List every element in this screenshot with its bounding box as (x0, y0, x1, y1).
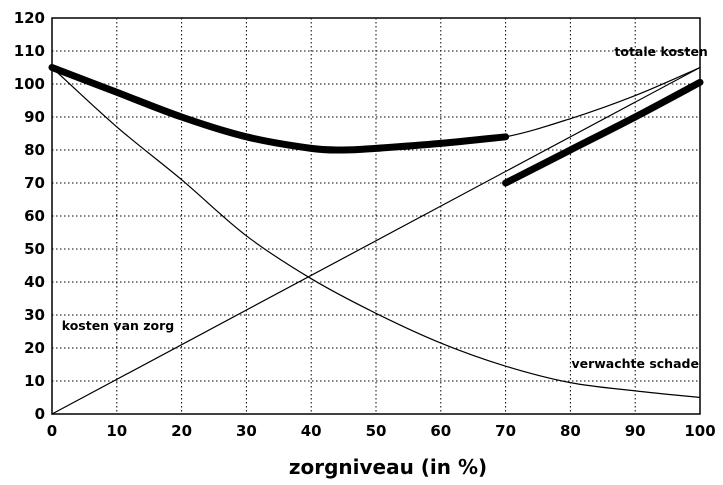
y-tick-label: 0 (35, 405, 45, 423)
x-tick-label: 30 (236, 422, 257, 440)
annotations: totale kosten kosten van zorg verwachte sc… (62, 44, 708, 371)
y-tick-label: 90 (24, 108, 45, 126)
plot-frame (51, 17, 701, 415)
annotation-totale-kosten: totale kosten (614, 44, 707, 59)
y-axis: 0 10 20 30 40 50 60 70 80 90 100 110 120 (14, 9, 45, 423)
x-tick-label: 40 (301, 422, 322, 440)
y-tick-label: 60 (24, 207, 45, 225)
y-tick-label: 50 (24, 240, 45, 258)
x-tick-label: 0 (47, 422, 57, 440)
optimum-path-segment-4 (502, 78, 704, 187)
x-tick-label: 10 (106, 422, 127, 440)
y-tick-label: 70 (24, 174, 45, 192)
y-tick-label: 20 (24, 339, 45, 357)
x-tick-label: 100 (684, 422, 715, 440)
y-tick-label: 80 (24, 141, 45, 159)
x-tick-label: 20 (171, 422, 192, 440)
annotation-verwachte-schade: verwachte schade (571, 356, 699, 371)
y-tick-label: 30 (24, 306, 45, 324)
y-tick-label: 10 (24, 372, 45, 390)
x-tick-label: 50 (366, 422, 387, 440)
annotation-kosten-van-zorg: kosten van zorg (62, 318, 175, 333)
y-tick-label: 110 (14, 42, 45, 60)
grid (52, 18, 700, 414)
optimum-path-segment-3 (48, 64, 510, 154)
x-axis: 0 10 20 30 40 50 60 70 80 90 100 (47, 422, 716, 440)
x-tick-label: 70 (495, 422, 516, 440)
verwachte-schade-line (51, 66, 701, 399)
y-tick-label: 120 (14, 9, 45, 27)
series-layer (48, 64, 704, 415)
x-tick-label: 80 (560, 422, 581, 440)
y-tick-label: 100 (14, 75, 45, 93)
x-tick-label: 60 (430, 422, 451, 440)
y-tick-label: 40 (24, 273, 45, 291)
kosten-van-zorg-line (51, 66, 701, 415)
x-axis-label: zorgniveau (in %) (289, 455, 487, 479)
x-tick-label: 90 (625, 422, 646, 440)
